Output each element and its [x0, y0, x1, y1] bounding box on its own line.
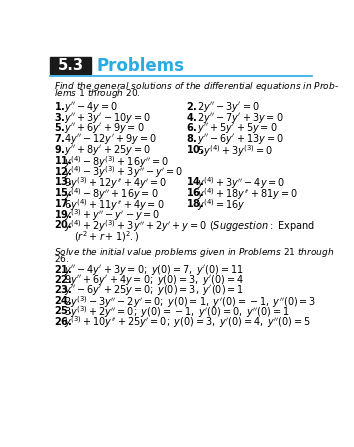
Text: $y^{(3)} + y'' - y' - y = 0$: $y^{(3)} + y'' - y' - y = 0$ — [64, 208, 161, 224]
Text: $6y^{(4)} + 11y'' + 4y = 0$: $6y^{(4)} + 11y'' + 4y = 0$ — [64, 197, 165, 213]
Text: $y^{(4)} - 3y^{(3)} + 3y'' - y' = 0$: $y^{(4)} - 3y^{(3)} + 3y'' - y' = 0$ — [64, 164, 184, 180]
Text: $\mathbf{8.}$: $\mathbf{8.}$ — [186, 132, 198, 144]
Text: $y^{(4)} + 18y'' + 81y = 0$: $y^{(4)} + 18y'' + 81y = 0$ — [197, 186, 298, 202]
Text: $y^{(4)} + 2y^{(3)} + 3y'' + 2y' + y = 0\ \mathit{(Suggestion:}\ \mathrm{Expand}: $y^{(4)} + 2y^{(3)} + 3y'' + 2y' + y = 0… — [64, 219, 315, 234]
Text: $\mathbf{1.}$: $\mathbf{1.}$ — [54, 100, 66, 112]
Text: $\mathbf{11.}$: $\mathbf{11.}$ — [54, 154, 73, 166]
Text: $y^{(4)} = 16y$: $y^{(4)} = 16y$ — [197, 197, 246, 213]
Text: $\mathbf{17.}$: $\mathbf{17.}$ — [54, 197, 73, 209]
Text: $\mathbf{23.}$: $\mathbf{23.}$ — [54, 283, 73, 295]
Text: $4y'' - 12y' + 9y = 0$: $4y'' - 12y' + 9y = 0$ — [64, 132, 157, 146]
Text: $\mathbf{5.}$: $\mathbf{5.}$ — [54, 122, 66, 133]
Text: $y'' + 5y' + 5y = 0$: $y'' + 5y' + 5y = 0$ — [197, 122, 278, 135]
Text: $y'' + 3y' - 10y = 0$: $y'' + 3y' - 10y = 0$ — [64, 110, 151, 125]
Text: Problems: Problems — [97, 57, 185, 75]
Text: $y'' - 4y' + 3y = 0;\; y(0) = 7,\; y'(0) = 11$: $y'' - 4y' + 3y = 0;\; y(0) = 7,\; y'(0)… — [64, 263, 245, 277]
Text: $\mathit{(r^2 + r + 1)^2.)}$: $\mathit{(r^2 + r + 1)^2.)}$ — [74, 229, 139, 244]
Text: $\mathbf{25.}$: $\mathbf{25.}$ — [54, 304, 73, 316]
FancyBboxPatch shape — [51, 57, 91, 74]
Text: $y'' - 6y' + 13y = 0$: $y'' - 6y' + 13y = 0$ — [197, 132, 284, 146]
Text: $\mathbf{16.}$: $\mathbf{16.}$ — [186, 186, 204, 198]
Text: $\mathbf{13.}$: $\mathbf{13.}$ — [54, 175, 73, 187]
Text: $\mathbf{9.}$: $\mathbf{9.}$ — [54, 143, 66, 155]
Text: $\mathbf{21.}$: $\mathbf{21.}$ — [54, 263, 73, 274]
Text: $\mathbf{22.}$: $\mathbf{22.}$ — [54, 273, 73, 285]
Text: $\mathbf{10.}$: $\mathbf{10.}$ — [186, 143, 204, 155]
Text: $\mathbf{18.}$: $\mathbf{18.}$ — [186, 197, 204, 209]
Text: $\it{Find\ the\ general\ solutions\ of\ the\ differential\ equations\ in\ Prob\t: $\it{Find\ the\ general\ solutions\ of\ … — [53, 80, 338, 93]
Text: 5.3: 5.3 — [58, 59, 84, 73]
Text: $y'' - 4y = 0$: $y'' - 4y = 0$ — [64, 100, 118, 114]
Text: $\it{lems\ 1\ through\ 20.}$: $\it{lems\ 1\ through\ 20.}$ — [53, 87, 141, 100]
Text: $y^{(4)} - 8y^{(3)} + 16y'' = 0$: $y^{(4)} - 8y^{(3)} + 16y'' = 0$ — [64, 154, 170, 169]
Text: $\mathbf{15.}$: $\mathbf{15.}$ — [54, 186, 73, 198]
Text: $3y^{(3)} + 2y'' = 0;\; y(0) = -1,\; y'(0) = 0,\; y''(0) = 1$: $3y^{(3)} + 2y'' = 0;\; y(0) = -1,\; y'(… — [64, 304, 290, 320]
Text: $\it{26.}$: $\it{26.}$ — [53, 253, 69, 264]
Text: $y'' + 8y' + 25y = 0$: $y'' + 8y' + 25y = 0$ — [64, 143, 151, 157]
Text: $\mathbf{2.}$: $\mathbf{2.}$ — [186, 100, 198, 112]
Text: $\it{Solve\ the\ initial\ value\ problems\ given\ in\ Problems\ 21\ through}$: $\it{Solve\ the\ initial\ value\ problem… — [53, 246, 334, 259]
Text: $\mathbf{19.}$: $\mathbf{19.}$ — [54, 208, 73, 219]
Text: $\mathbf{3.}$: $\mathbf{3.}$ — [54, 110, 66, 122]
Text: $9y^{(3)} + 12y'' + 4y' = 0$: $9y^{(3)} + 12y'' + 4y' = 0$ — [64, 175, 167, 191]
Text: $\mathbf{24.}$: $\mathbf{24.}$ — [54, 294, 73, 306]
Text: $2y^{(3)} - 3y'' - 2y' = 0;\; y(0) = 1,\; y'(0) = -1,\; y''(0) = 3$: $2y^{(3)} - 3y'' - 2y' = 0;\; y(0) = 1,\… — [64, 294, 317, 310]
Text: $\mathbf{6.}$: $\mathbf{6.}$ — [186, 122, 198, 133]
Text: $\mathbf{4.}$: $\mathbf{4.}$ — [186, 110, 198, 122]
Text: $2y'' - 7y' + 3y = 0$: $2y'' - 7y' + 3y = 0$ — [197, 110, 284, 125]
Text: $5y^{(4)} + 3y^{(3)} = 0$: $5y^{(4)} + 3y^{(3)} = 0$ — [197, 143, 273, 159]
Text: $y^{(3)} + 10y'' + 25y' = 0;\; y(0) = 3,\; y'(0) = 4,\; y''(0) = 5$: $y^{(3)} + 10y'' + 25y' = 0;\; y(0) = 3,… — [64, 315, 311, 330]
Text: $2y'' - 3y' = 0$: $2y'' - 3y' = 0$ — [197, 100, 259, 114]
Text: $\mathbf{12.}$: $\mathbf{12.}$ — [54, 164, 73, 177]
Text: $y^{(4)} + 3y'' - 4y = 0$: $y^{(4)} + 3y'' - 4y = 0$ — [197, 175, 285, 191]
Text: $9y'' + 6y' + 4y = 0;\; y(0) = 3,\; y'(0) = 4$: $9y'' + 6y' + 4y = 0;\; y(0) = 3,\; y'(0… — [64, 273, 245, 287]
Text: $\mathbf{14.}$: $\mathbf{14.}$ — [186, 175, 204, 187]
Text: $y^{(4)} - 8y'' + 16y = 0$: $y^{(4)} - 8y'' + 16y = 0$ — [64, 186, 159, 202]
Text: $\mathbf{26.}$: $\mathbf{26.}$ — [54, 315, 73, 327]
Text: $y'' - 6y' + 25y = 0;\; y(0) = 3,\; y'(0) = 1$: $y'' - 6y' + 25y = 0;\; y(0) = 3,\; y'(0… — [64, 283, 245, 297]
Text: $\mathbf{7.}$: $\mathbf{7.}$ — [54, 132, 66, 144]
Text: $\mathbf{20.}$: $\mathbf{20.}$ — [54, 219, 73, 230]
Text: $y'' + 6y' + 9y = 0$: $y'' + 6y' + 9y = 0$ — [64, 122, 145, 135]
